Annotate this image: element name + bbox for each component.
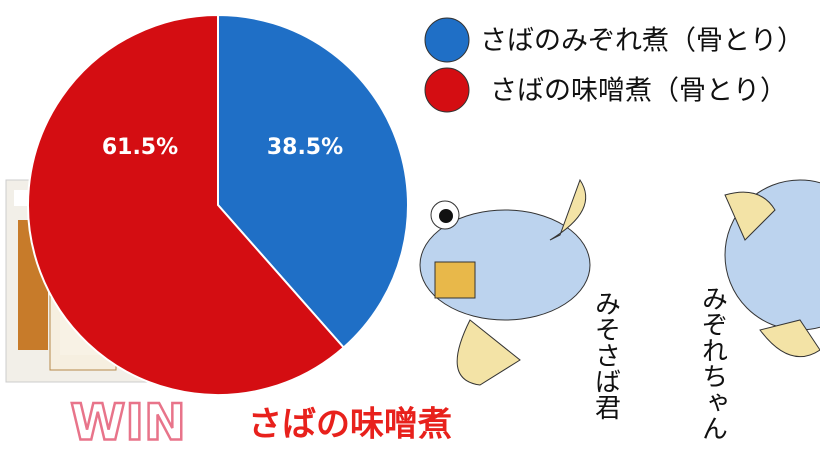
winner-label: さばの味噌煮 [248,405,452,445]
win-label: WIN [70,394,186,452]
legend-swatch [424,17,470,63]
value-label: 61.5% [102,135,178,160]
character-name: みそさば君 [591,290,621,420]
pie-slice [27,13,346,396]
legend-label: さばのみぞれ煮（骨とり） [480,26,804,57]
character-name: みぞれちゃん [698,285,728,441]
fish-misosaba [419,178,591,386]
fish-mizore [724,179,820,358]
legend-label: さばの味噌煮（骨とり） [490,76,787,107]
pie-slice [217,13,409,349]
value-label: 38.5% [267,135,343,160]
pie [27,13,409,396]
legend-swatch [424,67,470,113]
